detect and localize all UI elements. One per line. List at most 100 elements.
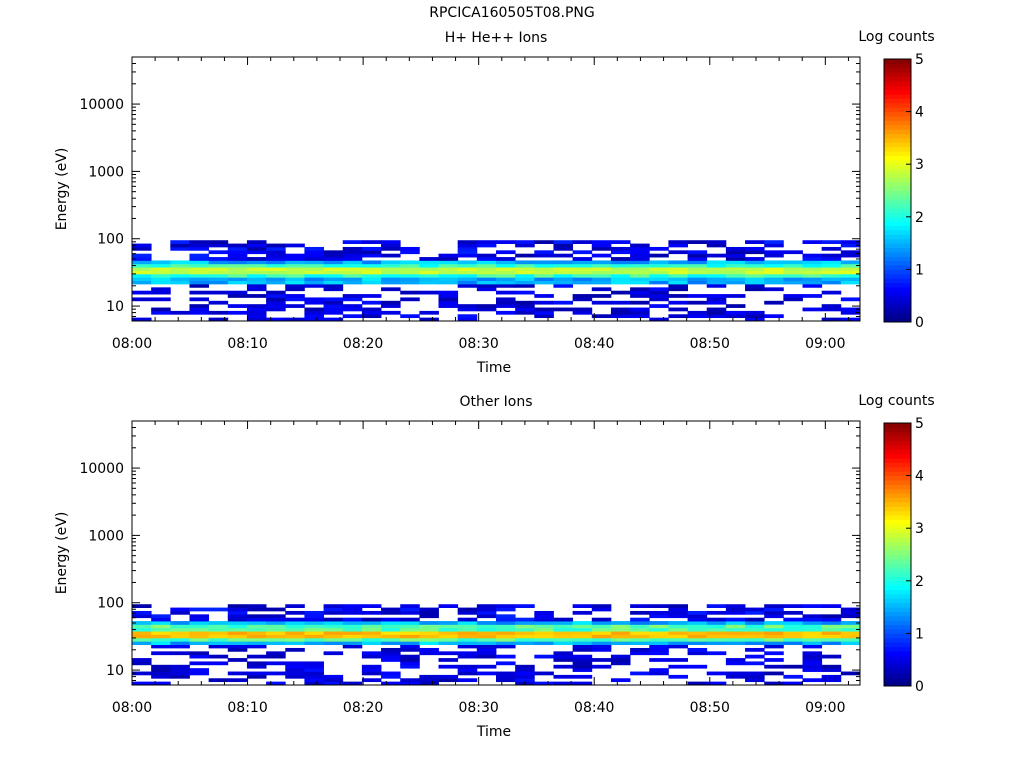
heatmap-cell — [419, 270, 439, 275]
heatmap-cell — [764, 634, 784, 639]
heatmap-cell — [821, 614, 842, 619]
heatmap-cell — [572, 263, 593, 268]
heatmap-cell — [400, 267, 420, 271]
heatmap-cell — [266, 267, 286, 271]
heatmap-cell — [591, 263, 612, 268]
heatmap-cell — [668, 263, 688, 268]
heatmap-cell — [438, 257, 459, 261]
heatmap-cell — [304, 297, 324, 302]
heatmap-cell — [821, 678, 842, 683]
heatmap-cell — [208, 243, 229, 248]
heatmap-cell — [476, 641, 497, 646]
heatmap-cell — [553, 631, 574, 635]
colorbar-step — [884, 650, 911, 656]
heatmap-cell — [400, 250, 420, 255]
heatmap-cell — [361, 253, 382, 258]
x-tick-label: 08:30 — [458, 336, 498, 352]
heatmap-cell — [285, 257, 305, 261]
heatmap-cell — [630, 300, 650, 305]
heatmap-cell — [132, 253, 152, 258]
heatmap-cell — [553, 664, 574, 669]
heatmap-cell — [285, 617, 305, 622]
heatmap-cell — [687, 267, 708, 271]
heatmap-cell — [706, 263, 727, 268]
heatmap-cell — [745, 257, 765, 261]
heatmap-cell — [457, 260, 478, 265]
x-tick-label: 08:50 — [690, 700, 730, 716]
heatmap-cell — [323, 280, 344, 285]
heatmap-cell — [438, 273, 459, 278]
colorbar-step — [884, 313, 911, 319]
heatmap-cell — [438, 260, 459, 265]
heatmap-cell — [476, 240, 497, 244]
heatmap-cell — [553, 658, 574, 662]
colorbar-tick-label: 5 — [915, 416, 924, 432]
heatmap-cell — [553, 267, 574, 271]
heatmap-cell — [246, 604, 267, 608]
heatmap-cell — [304, 621, 324, 625]
heatmap-cell — [323, 297, 344, 302]
colorbar-step — [884, 475, 911, 481]
heatmap-cell — [496, 634, 516, 639]
y-tick-label: 100 — [97, 232, 124, 248]
x-axis: 08:00 08:10 08:20 08:30 08:40 08:50 09:00 — [112, 421, 849, 716]
heatmap-cell — [687, 614, 708, 619]
heatmap-cell — [381, 253, 401, 258]
heatmap-cell — [438, 270, 459, 275]
colorbar-step — [884, 72, 911, 78]
heatmap-cell — [764, 637, 784, 642]
heatmap-cell — [649, 263, 669, 268]
heatmap-cell — [515, 300, 535, 305]
heatmap-cell — [285, 317, 305, 322]
heatmap-cell — [208, 317, 229, 322]
heatmap-cell — [725, 294, 746, 298]
heatmap-cell — [668, 240, 688, 244]
colorbar-step — [884, 497, 911, 503]
colorbar-step — [884, 607, 911, 612]
heatmap-cell — [572, 627, 593, 632]
heatmap-cell — [610, 310, 631, 315]
heatmap-cell — [266, 681, 286, 686]
heatmap-cell — [342, 253, 363, 258]
heatmap-cell — [342, 610, 363, 615]
heatmap-cell — [132, 257, 152, 261]
heatmap-cell — [553, 621, 574, 625]
heatmap-cell — [419, 267, 439, 271]
heatmap-cell — [381, 634, 401, 639]
heatmap-cell — [132, 277, 152, 282]
colorbar-step — [884, 238, 911, 244]
heatmap-cell — [438, 277, 459, 282]
heatmap-cell — [476, 263, 497, 268]
heatmap-cell — [668, 664, 688, 669]
heatmap-cell — [553, 277, 574, 282]
heatmap-cell — [381, 621, 401, 625]
heatmap-cell — [400, 290, 420, 295]
heatmap-cell — [285, 671, 305, 676]
heatmap-cell — [649, 631, 669, 635]
heatmap-cell — [630, 634, 650, 639]
heatmap-cell — [630, 267, 650, 271]
heatmap-cell — [132, 243, 152, 248]
heatmap-cell — [419, 257, 439, 261]
heatmap-cell — [840, 607, 861, 612]
heatmap-cell — [132, 604, 152, 608]
heatmap-cell — [438, 304, 459, 308]
heatmap-cell — [649, 273, 669, 278]
colorbar-step — [884, 589, 911, 595]
heatmap-cell — [381, 270, 401, 275]
heatmap-cell — [630, 277, 650, 282]
heatmap-cell — [457, 651, 478, 656]
heatmap-cell — [361, 651, 382, 656]
heatmap-cell — [342, 617, 363, 622]
heatmap-cell — [496, 267, 516, 271]
heatmap-cell — [323, 277, 344, 282]
heatmap-cell — [783, 674, 803, 679]
heatmap-cell — [572, 270, 593, 275]
heatmap-cell — [361, 621, 382, 625]
heatmap-cell — [304, 280, 324, 285]
heatmap-cell — [227, 607, 248, 612]
heatmap-cell — [706, 243, 727, 248]
heatmap-cell — [706, 277, 727, 282]
heatmap-cell — [170, 273, 190, 278]
heatmap-cell — [764, 604, 784, 608]
